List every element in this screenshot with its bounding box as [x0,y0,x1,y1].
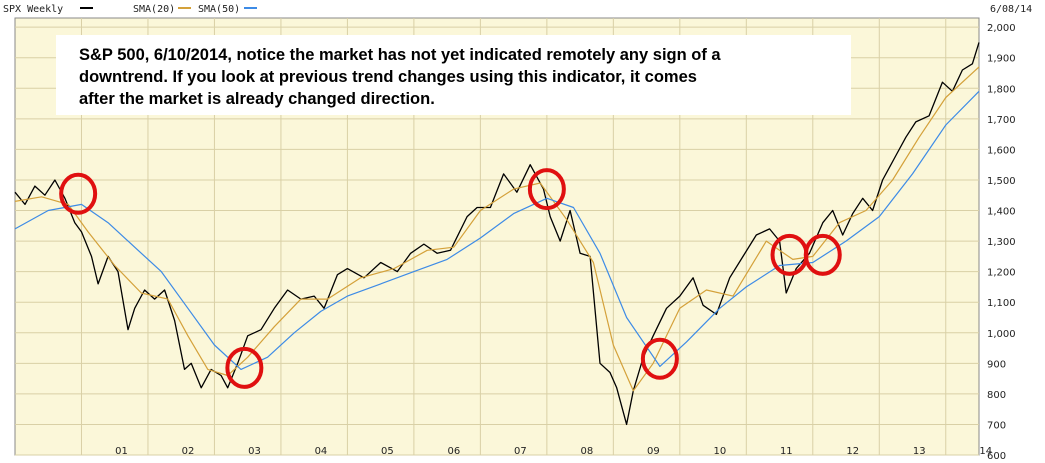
axis-ticks: 600 700 800 900 1,000 1,100 1,200 1,300 1,400 1,5… [115,23,1016,462]
y-tick-label: 700 [987,420,1006,431]
y-tick-label: 1,700 [987,115,1016,126]
trend-change-circle [59,172,98,215]
y-tick-label: 1,900 [987,54,1016,65]
x-tick-label: 03 [248,446,261,457]
x-tick-label: 11 [780,446,793,457]
trend-change-circle [527,168,566,211]
annotation-line-1: S&P 500, 6/10/2014, notice the market ha… [79,46,721,64]
x-tick-label: 09 [647,446,660,457]
x-tick-label: 02 [182,446,195,457]
y-tick-label: 1,400 [987,207,1016,218]
x-tick-label: 12 [846,446,859,457]
header-sma50: SMA(50) [198,4,240,15]
x-tick-label: 07 [514,446,527,457]
trend-change-circle [640,337,679,380]
x-tick-label: 01 [115,446,128,457]
y-tick-label: 800 [987,390,1006,401]
y-tick-label: 1,500 [987,176,1016,187]
price-legend-swatch [80,7,93,9]
sma20-legend-swatch [178,7,191,9]
x-tick-label: 14 [979,446,992,457]
x-tick-label: 05 [381,446,394,457]
annotation-line-2: downtrend. If you look at previous trend… [79,68,697,86]
y-tick-label: 1,600 [987,145,1016,156]
x-tick-label: 08 [580,446,593,457]
y-tick-label: 2,000 [987,23,1016,34]
series-layer [14,42,980,426]
annotation-box: S&P 500, 6/10/2014, notice the market ha… [56,35,851,115]
chart-header: SPX Weekly SMA(20) SMA(50) 6/08/14 [3,4,1032,15]
y-tick-label: 1,200 [987,268,1016,279]
x-tick-label: 13 [913,446,926,457]
sma50-series-line [14,90,980,370]
annotation-line-3: after the market is already changed dire… [79,90,435,108]
header-symbol: SPX Weekly [3,4,63,15]
y-tick-label: 600 [987,451,1006,462]
price-series-line [14,42,980,426]
y-tick-label: 1,300 [987,237,1016,248]
trend-change-circles [59,168,842,389]
x-tick-label: 04 [315,446,328,457]
header-date: 6/08/14 [990,4,1032,15]
y-tick-label: 1,800 [987,84,1016,95]
x-tick-label: 06 [448,446,461,457]
sma50-legend-swatch [244,7,257,9]
y-tick-label: 1,100 [987,298,1016,309]
x-tick-label: 10 [713,446,726,457]
trend-change-circle [803,233,842,276]
trend-change-circle [225,346,264,389]
y-tick-label: 900 [987,359,1006,370]
header-sma20: SMA(20) [133,4,175,15]
y-tick-label: 1,000 [987,329,1016,340]
sma20-series-line [14,66,980,392]
